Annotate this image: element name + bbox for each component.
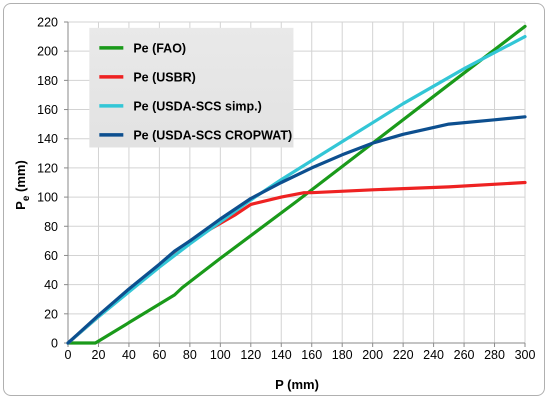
y-tick-label: 160 [37, 103, 58, 117]
y-tick-label: 0 [51, 337, 58, 351]
legend-label-1: Pe (FAO) [133, 41, 186, 55]
y-tick-label: 140 [37, 132, 58, 146]
x-tick-label: 140 [271, 348, 292, 362]
y-axis-title-main: P [13, 201, 28, 210]
x-tick-label: 0 [65, 348, 72, 362]
x-tick-label: 120 [240, 348, 261, 362]
series-line-1 [66, 24, 527, 345]
y-tick-label: 40 [44, 278, 58, 292]
x-axis-title: P (mm) [275, 377, 319, 392]
series-lines [66, 24, 527, 345]
x-tick-label: 60 [152, 348, 166, 362]
x-tick-label: 300 [515, 348, 536, 362]
x-tick-label: 80 [183, 348, 197, 362]
legend-label-2: Pe (USBR) [133, 70, 196, 84]
y-axis-title: Pe (mm) [13, 160, 32, 210]
x-tick-label: 280 [484, 348, 505, 362]
legend: Pe (FAO) Pe (USBR) Pe (USDA-SCS simp.) Pe (… [89, 27, 294, 148]
series-line-4 [66, 115, 527, 345]
y-tick-label: 100 [37, 191, 58, 205]
x-tick-label: 260 [454, 348, 475, 362]
legend-label-4: Pe (USDA-SCS CROPWAT) [133, 128, 292, 142]
tick-labels: 0 20 40 60 80 100 120 140 160 180 200 220 240 260 280 3… [37, 16, 535, 363]
y-tick-label: 200 [37, 45, 58, 59]
y-axis-title-sub: e [21, 195, 32, 201]
y-tick-label: 180 [37, 74, 58, 88]
legend-box [89, 27, 294, 148]
x-tick-label: 240 [423, 348, 444, 362]
x-tick-label: 200 [362, 348, 383, 362]
y-tick-label: 60 [44, 249, 58, 263]
y-tick-label: 20 [44, 307, 58, 321]
y-tick-label: 220 [37, 16, 58, 30]
y-axis-title-unit: (mm) [13, 160, 28, 195]
axes [64, 21, 526, 347]
x-tick-label: 100 [210, 348, 231, 362]
x-tick-label: 40 [122, 348, 136, 362]
x-tick-label: 180 [332, 348, 353, 362]
x-tick-label: 20 [92, 348, 106, 362]
x-tick-label: 160 [301, 348, 322, 362]
series-line-3 [66, 34, 527, 345]
y-tick-label: 80 [44, 220, 58, 234]
y-tick-label: 120 [37, 161, 58, 175]
legend-label-3: Pe (USDA-SCS simp.) [133, 99, 262, 113]
x-tick-label: 220 [393, 348, 414, 362]
